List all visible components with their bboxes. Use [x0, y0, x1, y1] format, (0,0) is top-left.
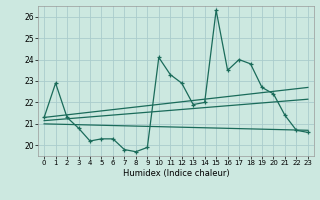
X-axis label: Humidex (Indice chaleur): Humidex (Indice chaleur): [123, 169, 229, 178]
